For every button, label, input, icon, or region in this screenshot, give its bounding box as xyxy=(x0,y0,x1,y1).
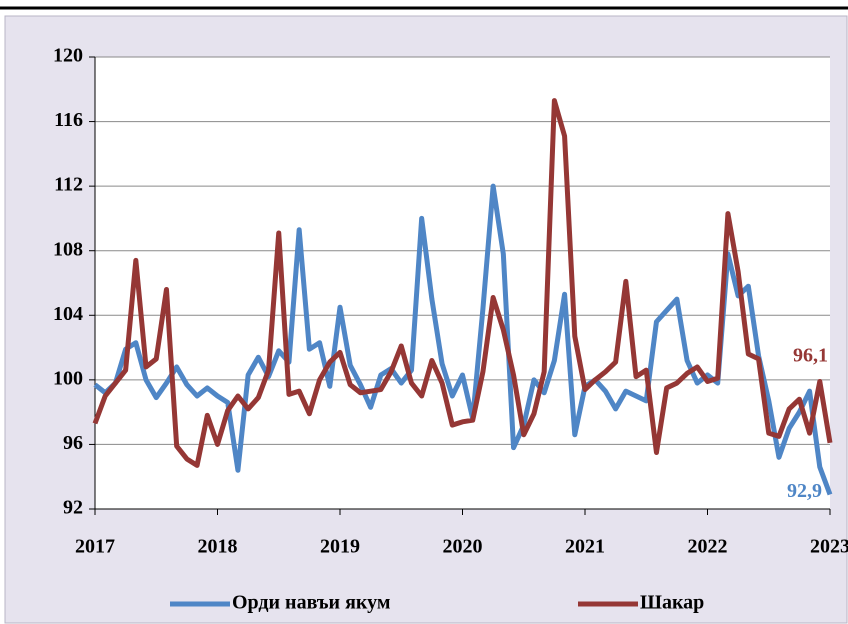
series-line xyxy=(93,183,833,496)
x-tick-label: 2022 xyxy=(688,536,728,558)
x-tick-label: 2020 xyxy=(443,536,483,558)
y-tick-label: 92 xyxy=(63,497,83,519)
y-tick-label: 120 xyxy=(53,45,83,67)
data-label: 96,1 xyxy=(793,344,828,366)
legend-label: Шакар xyxy=(640,592,704,614)
y-tick-label: 96 xyxy=(63,432,83,454)
x-tick-label: 2018 xyxy=(198,536,238,558)
y-tick-label: 112 xyxy=(54,174,83,196)
x-tick-label: 2019 xyxy=(320,536,360,558)
series-line xyxy=(92,98,833,468)
data-label: 92,9 xyxy=(787,480,822,502)
y-tick-label: 108 xyxy=(53,238,83,260)
x-tick-label: 2017 xyxy=(75,536,115,558)
legend-label: Орди навъи якум xyxy=(232,592,391,614)
y-tick-label: 116 xyxy=(54,109,83,131)
x-tick-label: 2023 xyxy=(810,536,848,558)
plot-area xyxy=(95,57,830,509)
y-tick-label: 100 xyxy=(53,367,83,389)
y-tick-label: 104 xyxy=(53,303,83,325)
x-tick-label: 2021 xyxy=(565,536,605,558)
